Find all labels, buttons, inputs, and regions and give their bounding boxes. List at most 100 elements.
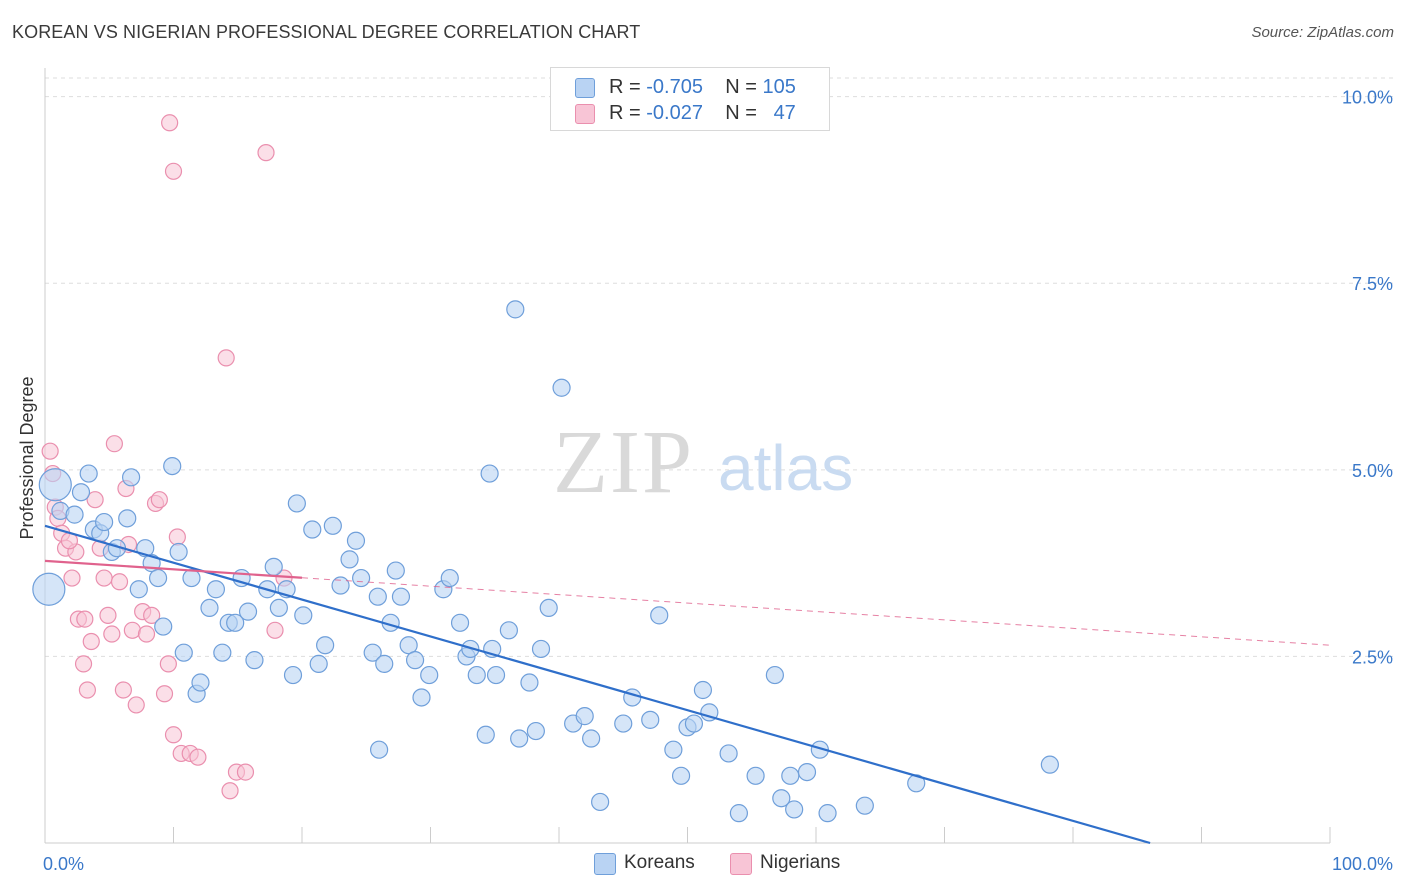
nigerian-point <box>127 696 145 714</box>
koreans-legend-label: Koreans <box>624 852 695 873</box>
korean-point <box>206 580 226 599</box>
korean-point <box>420 665 439 685</box>
watermark-atlas: atlas <box>718 432 853 504</box>
korean-point <box>412 688 431 707</box>
nigerian-point <box>236 763 255 781</box>
nigerian-point <box>76 610 94 628</box>
nigerians-trend-line-solid <box>44 559 303 579</box>
correlation-legend: R = -0.705 N = 105 R = -0.027 N = 47 <box>550 67 830 131</box>
korean-point <box>664 740 683 759</box>
nigerian-point <box>257 144 275 162</box>
korean-point <box>582 729 601 748</box>
korean-point <box>129 580 148 599</box>
korean-point <box>264 557 283 576</box>
korean-point <box>375 654 394 673</box>
nigerians-trend-line-dashed <box>301 577 1331 646</box>
nigerian-point <box>105 435 123 453</box>
korean-point <box>174 643 193 662</box>
nigerian-point <box>155 685 174 703</box>
nigerian-point <box>189 748 207 766</box>
korean-point <box>71 483 91 502</box>
nigerian-point <box>74 655 93 673</box>
nigerian-point <box>168 528 186 546</box>
korean-point <box>520 673 539 692</box>
nigerian-point <box>150 491 168 509</box>
korean-point <box>476 725 495 744</box>
y-axis-label: Professional Degree <box>17 376 37 539</box>
korean-point <box>785 800 804 819</box>
korean-point <box>531 639 551 659</box>
korean-point <box>729 804 749 823</box>
korean-point <box>148 568 168 588</box>
korean-point <box>65 505 84 524</box>
korean-point <box>121 468 141 487</box>
watermark: ZIP atlas <box>553 413 853 512</box>
korean-point <box>386 561 405 580</box>
korean-point <box>552 378 571 397</box>
nigerian-point <box>63 569 81 587</box>
y-tick-label: 7.5% <box>1352 274 1393 294</box>
korean-point <box>245 651 264 670</box>
nigerian-point <box>41 442 59 460</box>
nigerians-r-value: -0.027 <box>646 102 703 124</box>
korean-point <box>440 568 459 588</box>
koreans-swatch <box>575 78 595 98</box>
nigerians-legend-swatch <box>730 853 752 875</box>
korean-point <box>772 789 791 808</box>
korean-point <box>797 762 817 782</box>
korean-point <box>309 654 328 673</box>
korean-point <box>323 516 342 535</box>
korean-point <box>684 714 704 733</box>
nigerian-point <box>137 625 156 643</box>
korean-point <box>480 464 499 483</box>
nigerian-point <box>86 491 104 509</box>
korean-point <box>169 542 188 562</box>
nigerian-point <box>143 606 161 624</box>
korean-point <box>154 617 173 636</box>
korean-point <box>294 606 313 625</box>
korean-point <box>182 568 201 588</box>
korean-point <box>1040 755 1059 774</box>
nigerians-points <box>41 114 293 800</box>
y-tick-label: 5.0% <box>1352 461 1393 481</box>
korean-point <box>818 804 837 823</box>
korean-point <box>614 714 633 733</box>
korean-point <box>163 456 182 476</box>
korean-point <box>79 464 98 483</box>
korean-point <box>746 766 765 785</box>
korean-point <box>316 636 335 655</box>
korean-point <box>539 598 558 618</box>
korean-point <box>303 520 322 539</box>
korean-point <box>346 531 366 550</box>
nigerian-point <box>110 573 129 591</box>
nigerians-legend-label: Nigerians <box>760 852 841 873</box>
korean-point <box>671 766 691 785</box>
korean-point <box>331 576 350 595</box>
nigerian-point <box>164 162 183 180</box>
korean-point <box>38 468 72 502</box>
korean-point <box>486 665 506 685</box>
korean-point <box>283 665 303 685</box>
korean-point <box>269 598 288 618</box>
korean-point <box>32 572 66 606</box>
korean-point <box>238 602 258 621</box>
korean-point <box>591 792 610 812</box>
korean-point <box>391 587 411 606</box>
korean-point <box>641 710 660 729</box>
chart-title: KOREAN VS NIGERIAN PROFESSIONAL DEGREE C… <box>12 22 641 42</box>
korean-point <box>510 729 529 748</box>
korean-point <box>506 300 525 319</box>
korean-point <box>213 643 232 662</box>
koreans-r-label: R = <box>609 76 641 98</box>
korean-point <box>467 665 486 685</box>
korean-point <box>368 587 387 606</box>
koreans-r-value: -0.705 <box>646 76 703 98</box>
korean-point <box>499 621 518 640</box>
korean-point <box>693 680 713 700</box>
nigerian-point <box>164 726 183 744</box>
korean-point <box>575 707 594 726</box>
nigerian-point <box>103 625 121 643</box>
y-tick-label: 2.5% <box>1352 647 1393 667</box>
korean-point <box>95 512 114 532</box>
tick-labels: 2.5% 5.0% 7.5% 10.0% 0.0% 100.0% <box>43 88 1393 874</box>
